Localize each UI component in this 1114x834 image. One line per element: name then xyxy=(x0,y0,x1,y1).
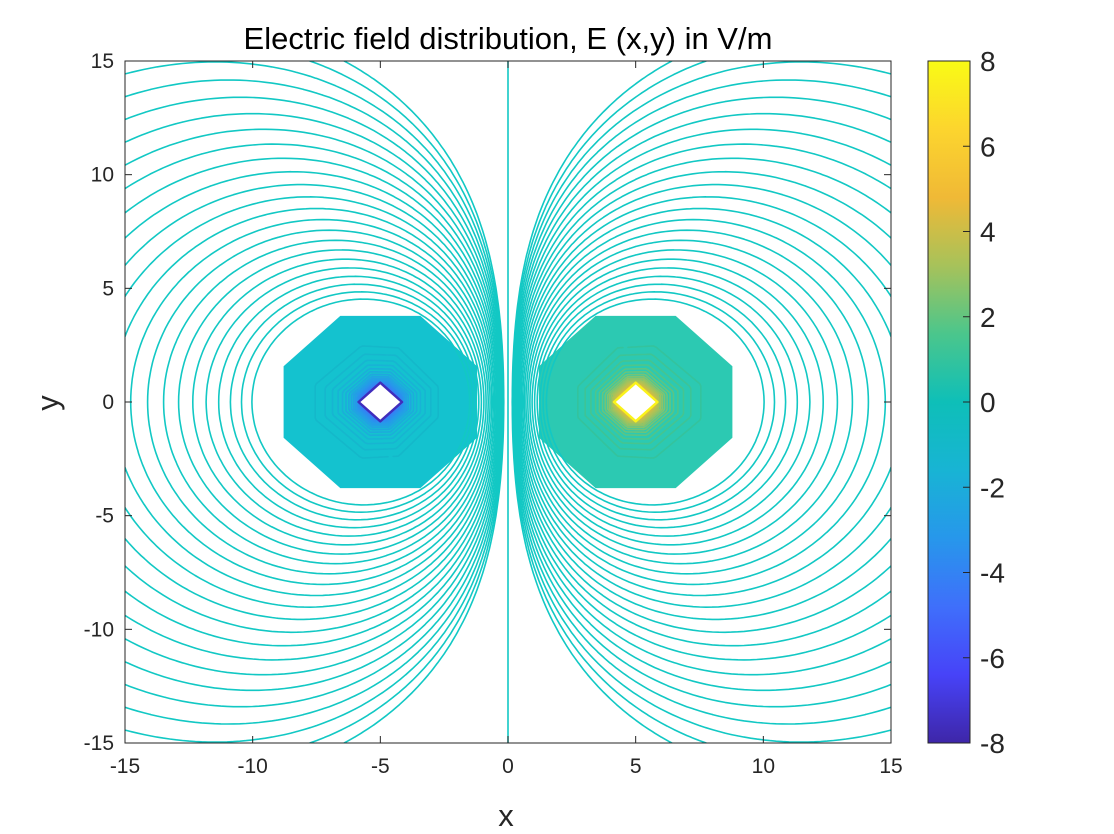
near-field-contour xyxy=(324,353,432,451)
positive-charge-marker xyxy=(612,381,659,423)
x-tick-label: 10 xyxy=(752,755,775,778)
far-field-contour xyxy=(125,61,504,743)
near-field-contour xyxy=(357,381,403,423)
far-field-contour xyxy=(514,112,891,692)
far-field-contour xyxy=(513,79,891,725)
negative-charge-marker xyxy=(357,381,404,423)
far-field-contour xyxy=(217,275,480,529)
far-field-contour xyxy=(513,96,891,708)
near-field-contour xyxy=(331,359,426,445)
far-field-contour xyxy=(125,196,496,608)
near-field-contour xyxy=(337,364,422,440)
colorbar-tick-label: -4 xyxy=(980,558,1005,589)
x-tick-label: -15 xyxy=(110,755,140,778)
x-axis: -15 -10 -5 0 5 10 15 xyxy=(110,61,903,778)
far-field-contour xyxy=(125,183,497,621)
y-axis-label: y xyxy=(30,395,65,411)
far-field-contour xyxy=(545,298,765,506)
near-field-contour xyxy=(348,373,412,431)
x-tick-label: 0 xyxy=(502,755,514,778)
colorbar-tick-label: 6 xyxy=(980,131,996,162)
far-field-contour xyxy=(520,196,891,608)
colorbar-tick-label: 8 xyxy=(980,46,996,77)
far-field-contour xyxy=(125,143,500,661)
far-field-contour xyxy=(125,128,501,676)
y-tick-label: -10 xyxy=(84,618,114,641)
near-field-contour xyxy=(608,377,664,427)
far-field-contour xyxy=(162,239,489,565)
near-field-contour xyxy=(614,382,658,422)
colorbar-tick-label: 0 xyxy=(980,387,996,418)
far-field-contour xyxy=(192,258,485,546)
far-field-contour xyxy=(515,128,891,676)
colorbar-tick-label: -2 xyxy=(980,472,1005,503)
near-field-contour xyxy=(610,379,662,425)
x-tick-label: 5 xyxy=(630,755,642,778)
far-field-contour xyxy=(125,96,503,708)
near-field-contour xyxy=(601,371,671,433)
near-field-contour xyxy=(604,373,668,431)
far-field-contour xyxy=(519,183,891,621)
colorbar-tick-label: 4 xyxy=(980,217,996,248)
near-field-contour xyxy=(577,345,702,459)
near-field-contour xyxy=(584,353,692,451)
colorbar-tick-label: 2 xyxy=(980,302,996,333)
far-field-contour xyxy=(529,249,839,555)
near-field-contour xyxy=(613,381,659,423)
y-tick-label: 10 xyxy=(91,164,114,187)
near-field-contour xyxy=(594,364,679,440)
x-tick-label: -10 xyxy=(237,755,267,778)
x-tick-label: 15 xyxy=(879,755,902,778)
colorbar-tick-label: -8 xyxy=(980,728,1005,759)
x-tick-label: -5 xyxy=(371,755,390,778)
near-field-contour xyxy=(611,380,660,424)
far-field-contour xyxy=(523,218,887,586)
near-field-contour xyxy=(354,379,406,425)
far-field-contour xyxy=(177,249,487,555)
near-field-contour xyxy=(314,345,439,459)
far-field-contour xyxy=(240,291,474,513)
far-field-contour xyxy=(125,157,500,647)
near-field-contour xyxy=(350,375,410,429)
y-tick-label: -5 xyxy=(95,505,114,528)
far-field-contour xyxy=(129,218,493,586)
far-field-contour xyxy=(125,112,502,692)
near-field-contour xyxy=(356,380,405,424)
far-field-contour xyxy=(525,229,870,575)
y-tick-label: 0 xyxy=(102,391,114,414)
far-field-contour xyxy=(125,79,503,725)
far-field-contour xyxy=(527,239,854,565)
contour-lines xyxy=(125,61,891,743)
colorbar-ticks: 8 6 4 2 0 -2 -4 -6 -8 xyxy=(963,46,1005,759)
y-axis: -15 -10 -5 0 5 10 15 xyxy=(84,50,891,755)
near-field-contour xyxy=(345,371,415,433)
x-axis-label: x xyxy=(498,798,514,833)
far-field-contour xyxy=(516,143,891,661)
far-field-contour xyxy=(205,267,483,537)
far-field-contour xyxy=(542,291,776,513)
far-field-contour xyxy=(251,298,471,506)
far-field-contour xyxy=(531,258,824,546)
far-field-contour xyxy=(533,267,811,537)
y-tick-label: 5 xyxy=(102,277,114,300)
near-field-contour xyxy=(341,367,418,437)
near-field-contour xyxy=(352,377,408,427)
far-field-contour xyxy=(125,170,498,634)
far-field-contour xyxy=(146,229,491,575)
y-tick-label: -15 xyxy=(84,732,114,755)
near-field-contour xyxy=(606,375,666,429)
far-field-contour xyxy=(229,283,477,521)
near-field-contour xyxy=(598,367,675,437)
far-field-contour xyxy=(512,61,891,743)
colorbar-tick-label: -6 xyxy=(980,643,1005,674)
chart-title: Electric field distribution, E (x,y) in … xyxy=(244,21,773,56)
far-field-contour xyxy=(536,275,799,529)
y-tick-label: 15 xyxy=(91,50,114,73)
far-field-contour xyxy=(539,283,787,521)
far-field-contour xyxy=(516,157,891,647)
near-field-contour xyxy=(590,359,685,445)
near-field-contour xyxy=(358,382,402,422)
